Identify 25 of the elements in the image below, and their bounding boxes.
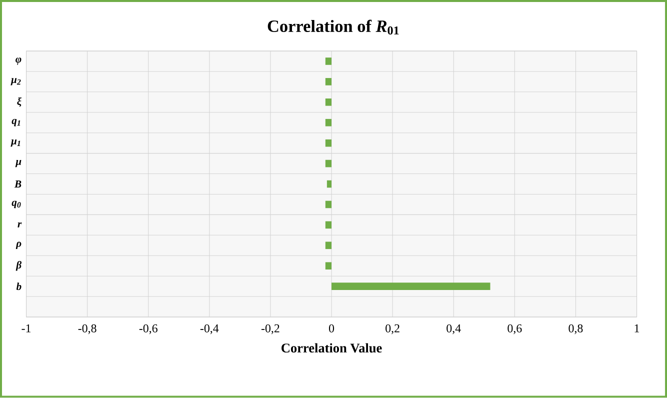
y-tick-label: β [16,261,22,271]
x-axis-title: Correlation Value [282,343,382,353]
y-tick-label: q$_{1}$ [12,119,20,126]
x-tick-label: 0 [328,324,334,332]
chart-title: Correlation of R$_{01}$ [268,20,399,35]
x-tick-label: -0,8 [78,324,96,334]
x-tick-label: 0,6 [508,324,522,334]
y-tick-label: φ [16,58,22,65]
x-tick-label: -0,2 [261,324,280,334]
y-tick-label: μ$_{2}$ [10,78,21,86]
y-tick-label: b [16,282,22,290]
y-tick-label: ρ [16,242,22,250]
y-tick-label: μ$_{1}$ [10,140,20,147]
y-tick-label: r [18,222,22,228]
y-tick-label: B [14,180,22,188]
x-tick-label: 0,4 [446,324,461,334]
x-tick-label: 1 [634,324,640,332]
x-tick-label: 0,8 [568,324,583,334]
y-tick-label: μ [15,160,22,168]
x-tick-label: 0,2 [386,324,400,334]
x-tick-label: -0,6 [139,324,158,334]
x-tick-label: -1 [22,324,31,332]
y-tick-label: q$_{0}$ [12,200,21,208]
y-tick-label: ξ [17,98,22,107]
x-tick-label: -0,4 [200,324,219,334]
